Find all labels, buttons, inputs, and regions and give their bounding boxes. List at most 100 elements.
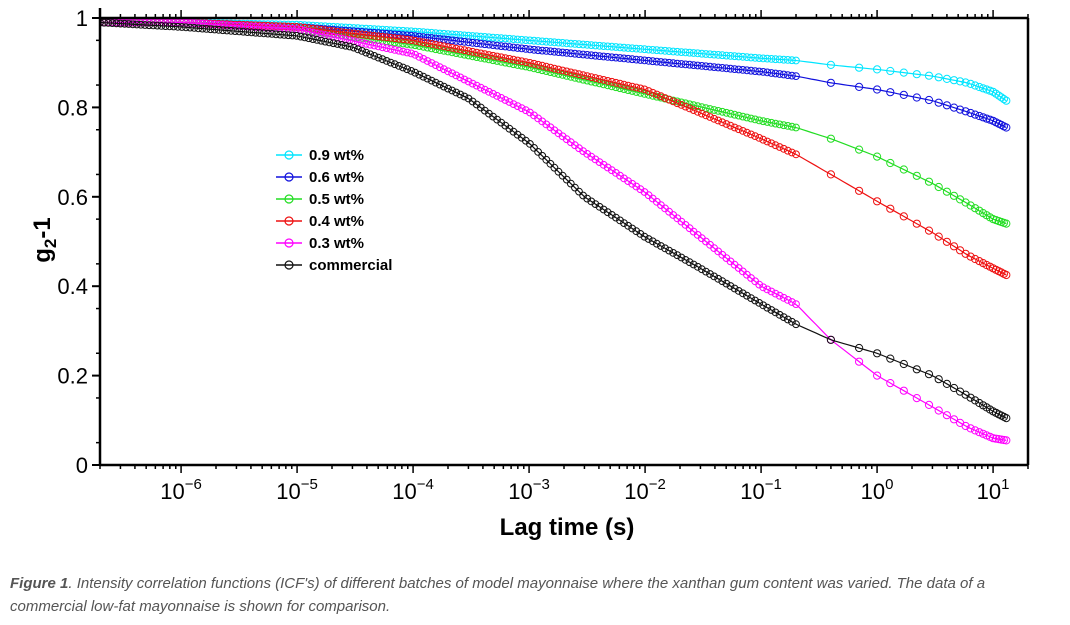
data-point [759,68,768,76]
data-point [747,66,755,75]
data-point [767,69,776,77]
data-point [399,26,407,35]
data-point [779,70,788,79]
data-point [456,31,465,39]
data-point [587,152,596,161]
data-point [472,39,481,48]
data-point [855,343,864,353]
data-point [366,50,375,59]
data-point [873,197,882,206]
data-point [616,171,624,180]
data-point [873,349,882,358]
data-point [530,36,538,45]
data-point [534,46,542,55]
data-point [542,62,551,71]
data-point [583,51,592,59]
data-point [239,22,248,31]
data-point [554,48,563,56]
data-point [145,21,154,30]
data-point [685,100,694,109]
data-point [386,45,395,53]
data-point [259,29,268,38]
data-point [358,30,366,39]
data-point [595,202,604,211]
data-point [722,120,731,128]
data-point [603,163,612,172]
data-point [771,69,780,78]
data-point [886,88,895,97]
data-point [899,90,908,100]
data-point [826,335,836,344]
data-point [374,53,383,62]
data-point [640,85,649,94]
data-point [587,197,596,206]
data-point [706,62,714,71]
data-point [505,55,514,63]
data-point [759,117,768,126]
data-point [620,219,628,228]
data-point [485,87,493,96]
data-point [104,19,113,27]
data-point [751,296,759,305]
data-point [738,66,747,74]
data-point [718,107,727,116]
x-tick-label: 10−2 [624,476,666,504]
data-point [566,68,575,77]
data-point [542,47,551,55]
data-point [575,50,583,58]
data-point [558,66,567,75]
data-point [288,20,297,29]
data-point [349,29,358,38]
data-point [718,51,727,60]
data-point [526,59,534,67]
data-point [538,61,547,70]
data-point [558,39,567,47]
data-point [971,396,980,405]
data-point [186,19,195,27]
data-point [526,140,534,148]
data-point [751,115,759,124]
data-point [456,45,465,54]
data-point [652,92,661,101]
data-point [489,89,497,98]
data-point [444,43,452,51]
data-point [198,24,207,33]
data-point [395,46,403,55]
legend-item: 0.5 wt% [276,191,364,208]
data-point [202,20,211,28]
data-point [534,37,542,45]
data-point [358,39,366,47]
data-point [591,41,600,50]
x-axis-title: Lag time (s) [500,514,635,541]
data-point [826,60,836,70]
data-point [685,48,694,57]
data-point [214,20,223,29]
data-point [855,186,864,195]
data-point [354,27,362,36]
data-point [783,296,792,304]
data-point [961,107,970,116]
data-point [558,48,567,57]
data-point [966,79,975,89]
data-point [591,74,600,82]
data-point [153,21,162,30]
data-point [460,37,469,46]
data-point [411,68,420,77]
data-point [722,51,731,60]
data-point [730,65,739,73]
data-point [767,55,776,63]
data-point [251,28,260,37]
data-point [395,62,403,70]
data-point [313,36,321,44]
data-point [991,434,1001,443]
data-point [706,105,714,113]
legend-item: 0.9 wt% [276,147,364,164]
data-point [710,106,718,114]
data-point [1002,270,1011,280]
data-point [542,37,551,46]
chart: 0 0.2 0.4 0.6 0.8 1 10−6 10−5 10−4 10−3 10−2 10−1 10… [29,6,1030,541]
data-point [264,23,272,32]
data-point [714,274,723,283]
data-point [161,22,170,31]
series-line [100,21,1007,129]
